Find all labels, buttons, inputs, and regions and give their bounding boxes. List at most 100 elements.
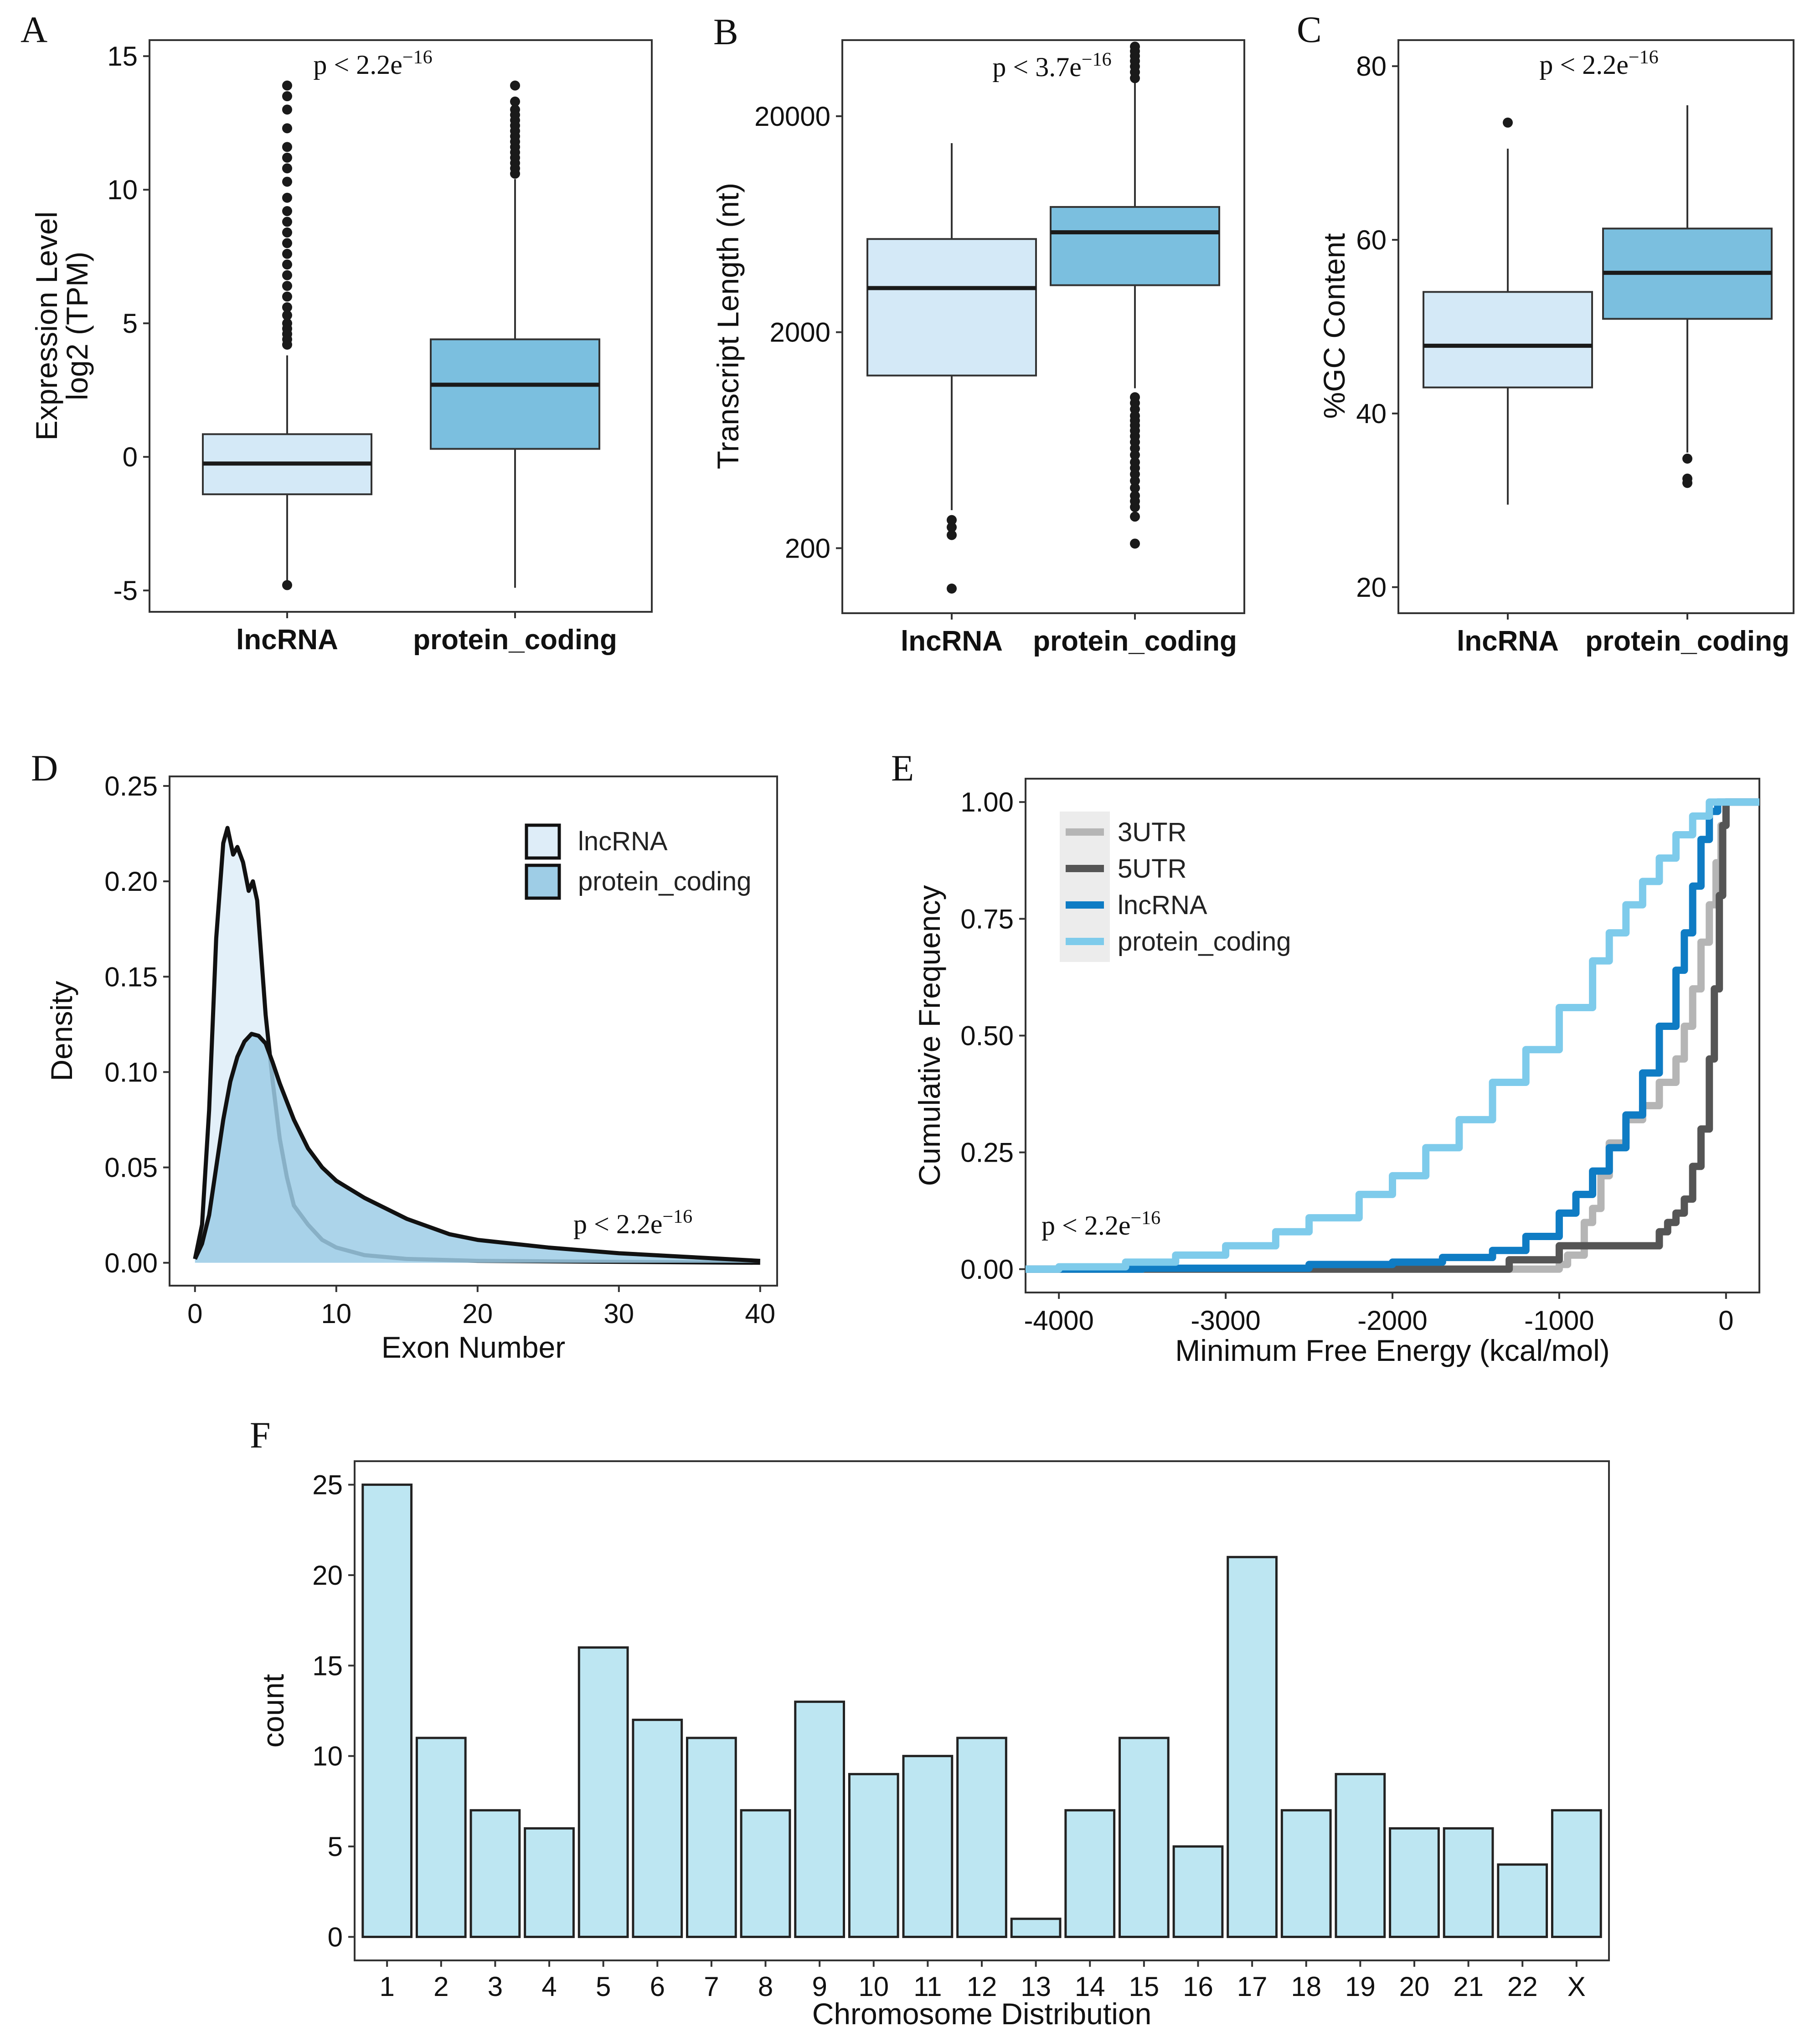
x-axis-title: Exon Number — [382, 1330, 566, 1364]
box-iqr — [1423, 291, 1593, 388]
y-tick-label: 0.15 — [104, 962, 158, 992]
p-value-annotation: p < 2.2e−16 — [1041, 1208, 1160, 1241]
bar-chr-4 — [524, 1827, 575, 1938]
outlier-point — [282, 238, 292, 248]
box-iqr — [866, 238, 1037, 377]
y-axis-title: count — [256, 1674, 290, 1747]
x-tick-label: 40 — [745, 1298, 775, 1329]
x-tick-label: 22 — [1507, 1971, 1538, 2002]
legend-label: 3UTR — [1118, 817, 1186, 847]
x-axis-title: Minimum Free Energy (kcal/mol) — [1175, 1334, 1610, 1367]
bar-chr-20 — [1389, 1827, 1440, 1938]
x-tick-label: 21 — [1453, 1971, 1484, 2002]
x-tick-label: 4 — [541, 1971, 557, 2002]
bar-chr-17 — [1227, 1556, 1278, 1938]
panel-letter: A — [21, 9, 47, 50]
outlier-point — [1682, 478, 1692, 488]
outlier-point — [1130, 483, 1140, 493]
panel-e: E 1.00 0.75 0.50 0.25 0.00 -4000 -3000 -2000 -100… — [891, 747, 1760, 1367]
outlier-point — [947, 584, 957, 594]
legend: 3UTR 5UTR lncRNA protein_coding — [1060, 812, 1291, 962]
bar-chr-2 — [415, 1737, 467, 1938]
outlier-point — [282, 302, 292, 312]
density-line-protein_coding — [193, 1032, 761, 1263]
legend-label: lncRNA — [578, 827, 668, 856]
box-protein_coding — [1050, 41, 1220, 549]
y-axis-title: %GC Content — [1317, 233, 1351, 419]
y-tick-label: 10 — [312, 1741, 343, 1772]
ecdf-line-5UTR — [1026, 798, 1759, 1273]
x-category-label: protein_coding — [1033, 626, 1237, 657]
p-value-annotation: p < 3.7e−16 — [992, 49, 1111, 82]
outlier-point — [282, 259, 292, 270]
outlier-point — [282, 104, 292, 115]
x-tick-label: 11 — [913, 1971, 942, 2002]
x-tick-label: 18 — [1291, 1971, 1321, 2002]
x-category-label: lncRNA — [236, 624, 338, 656]
p-value-annotation: p < 2.2e−16 — [573, 1206, 692, 1239]
x-tick-label: 10 — [321, 1298, 351, 1329]
bar-chr-16 — [1172, 1845, 1224, 1938]
outlier-point — [282, 291, 292, 302]
y-tick-label: 0.25 — [104, 771, 158, 801]
x-tick-label: 30 — [603, 1298, 634, 1329]
y-tick-label: 2000 — [770, 317, 830, 348]
x-tick-label: -1000 — [1524, 1305, 1594, 1336]
y-tick-label: 5 — [123, 308, 138, 339]
bar-chr-11 — [902, 1755, 954, 1938]
box-iqr — [1050, 206, 1220, 286]
box-iqr — [430, 338, 600, 450]
outlier-point — [510, 80, 520, 91]
panel-letter: D — [31, 747, 58, 789]
bar-chr-10 — [848, 1773, 899, 1938]
y-tick-label: 0 — [328, 1922, 343, 1952]
outlier-point — [282, 227, 292, 238]
p-value-annotation: p < 2.2e−16 — [1539, 47, 1658, 80]
box-lncRNA — [202, 80, 372, 590]
y-tick-label: 80 — [1356, 51, 1387, 82]
y-tick-label: 10 — [107, 175, 138, 205]
y-tick-label: 20 — [1356, 572, 1387, 603]
y-tick-label: 0.00 — [104, 1248, 158, 1278]
bar-chr-5 — [577, 1646, 629, 1938]
box-protein_coding — [1602, 105, 1773, 488]
x-tick-label: 2 — [433, 1971, 449, 2002]
panel-a: A 15 10 5 0 -5 lncRNA protein_coding p < 2.2e−16… — [21, 9, 653, 656]
outlier-point — [1130, 41, 1140, 52]
x-tick-label: 3 — [488, 1971, 503, 2002]
outlier-point — [282, 270, 292, 280]
outlier-point — [282, 318, 292, 329]
x-tick-label: 17 — [1237, 1971, 1268, 2002]
outlier-point — [1130, 476, 1140, 486]
outlier-point — [947, 522, 957, 533]
x-tick-label: 1 — [379, 1971, 394, 2002]
x-tick-label: 6 — [650, 1971, 665, 2002]
bar-chr-22 — [1497, 1863, 1548, 1938]
outlier-point — [510, 104, 520, 115]
outlier-point — [282, 192, 292, 203]
x-tick-label: 16 — [1183, 1971, 1213, 2002]
panel-c: C 80 60 40 20 lncRNA protein_coding p < 2.2e−16… — [1297, 9, 1794, 657]
ecdf-line-protein_coding — [1026, 798, 1759, 1273]
x-tick-label: -3000 — [1191, 1305, 1260, 1336]
legend-label: lncRNA — [1118, 890, 1207, 920]
outlier-point — [282, 80, 292, 91]
y-tick-label: 40 — [1356, 398, 1387, 429]
y-tick-label: 15 — [107, 41, 138, 72]
box-lncRNA — [866, 143, 1037, 594]
box-lncRNA — [1423, 117, 1593, 505]
outlier-point — [1682, 453, 1692, 464]
outlier-point — [282, 248, 292, 259]
x-tick-label: 5 — [596, 1971, 611, 2002]
outlier-point — [1130, 502, 1140, 512]
y-tick-label: 15 — [312, 1650, 343, 1681]
outlier-point — [282, 217, 292, 227]
x-category-label: lncRNA — [901, 626, 1003, 657]
density-area-protein_coding — [195, 1034, 760, 1263]
y-tick-label: 0 — [123, 442, 138, 472]
x-tick-label: 10 — [858, 1971, 889, 2002]
outlier-point — [282, 123, 292, 134]
x-tick-label: 14 — [1075, 1971, 1105, 2002]
x-tick-label: 13 — [1021, 1971, 1051, 2002]
